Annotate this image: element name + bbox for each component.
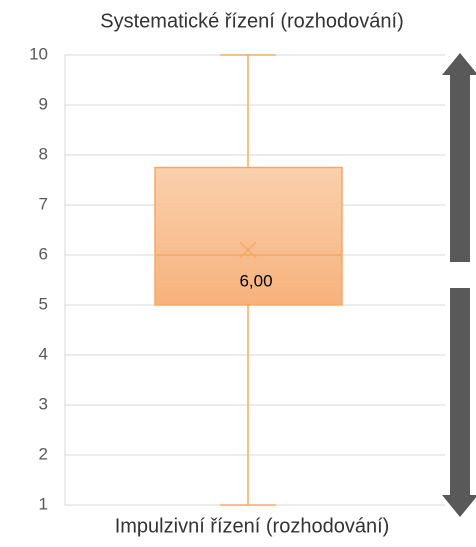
- up-arrow: [442, 53, 476, 262]
- box: [154, 166, 343, 306]
- y-tick-label: 10: [29, 44, 48, 63]
- y-tick-label: 7: [39, 194, 48, 213]
- chart-title: Systematické řízení (rozhodování): [100, 10, 403, 32]
- mean-marker: [239, 241, 257, 259]
- y-tick-label: 8: [39, 144, 48, 163]
- y-tick-label: 9: [39, 94, 48, 113]
- y-tick-label: 6: [39, 244, 48, 263]
- y-tick-label: 5: [39, 294, 48, 313]
- y-tick-label: 4: [39, 344, 48, 363]
- y-tick-label: 3: [39, 394, 48, 413]
- y-tick-label: 1: [39, 494, 48, 513]
- y-tick-label: 2: [39, 444, 48, 463]
- plot-area: 1 2 3 4 5 6 7 8 9 10 6,00: [29, 44, 445, 513]
- median-label: 6,00: [239, 271, 272, 290]
- bottom-label: Impulzivní řízení (rozhodování): [115, 515, 390, 537]
- down-arrow: [442, 288, 476, 517]
